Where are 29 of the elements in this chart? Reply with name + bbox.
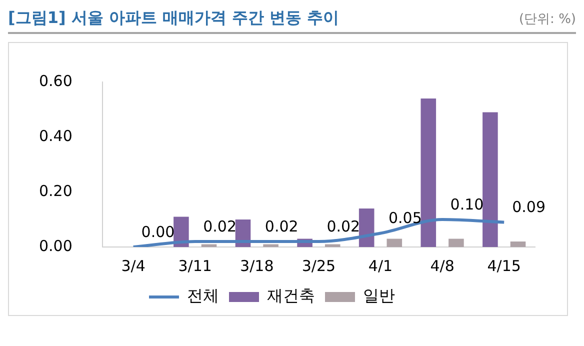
data-label: 0.02 xyxy=(264,217,298,236)
x-tick-label: 4/15 xyxy=(487,256,521,275)
data-label: 0.02 xyxy=(203,217,237,236)
x-tick-label: 4/8 xyxy=(430,256,454,275)
bar xyxy=(324,244,340,247)
chart-title: [그림1] 서울 아파트 매매가격 주간 변동 추이 xyxy=(8,8,340,29)
legend-label: 재건축 xyxy=(267,286,315,306)
bar xyxy=(510,242,526,247)
x-tick-label: 3/11 xyxy=(178,256,212,275)
bar xyxy=(420,98,436,247)
bar xyxy=(358,208,374,247)
legend-label: 일반 xyxy=(363,286,395,306)
x-tick-label: 3/25 xyxy=(302,256,336,275)
y-tick-label: 0.20 xyxy=(38,182,72,200)
bar xyxy=(263,244,278,247)
text: (단위: %) xyxy=(518,11,576,28)
y-tick-label: 0.60 xyxy=(38,72,72,90)
data-label: 0.05 xyxy=(388,209,422,228)
bar xyxy=(482,112,498,247)
data-label: 0.02 xyxy=(326,217,360,236)
y-tick-label: 0.40 xyxy=(38,126,72,145)
x-tick-label: 3/18 xyxy=(240,256,274,275)
bar xyxy=(448,238,464,247)
data-label: 0.09 xyxy=(512,198,546,216)
y-tick-label: 0.00 xyxy=(38,236,72,255)
x-tick-label: 4/1 xyxy=(368,256,393,275)
bar xyxy=(386,238,402,247)
x-tick-label: 3/4 xyxy=(121,256,146,275)
legend-label: 전체 xyxy=(187,286,219,306)
